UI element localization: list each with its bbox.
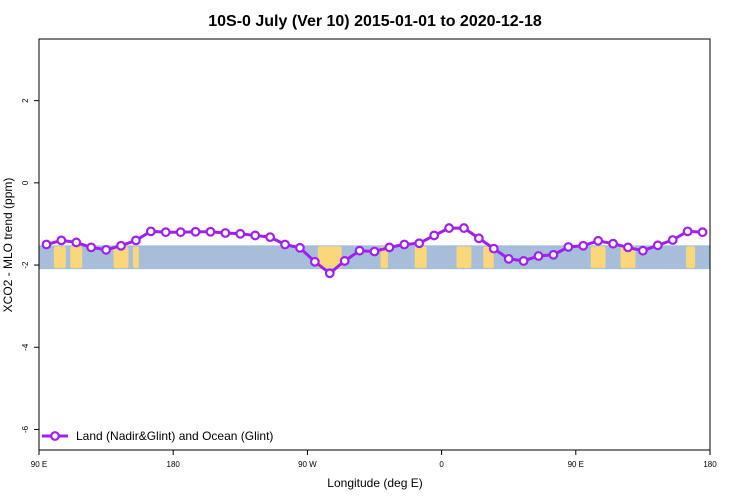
data-point: [503, 253, 514, 264]
data-point: [414, 238, 425, 249]
y-tick-label: 0: [21, 180, 30, 185]
y-axis-label: XCO2 - MLO trend (ppm): [1, 178, 15, 313]
data-point: [429, 230, 440, 241]
data-point: [697, 227, 708, 238]
data-point: [369, 246, 380, 257]
data-point: [265, 232, 276, 243]
data-point: [339, 256, 350, 266]
data-point: [309, 256, 320, 267]
data-point: [444, 223, 454, 233]
data-point: [295, 242, 305, 253]
data-point: [131, 235, 141, 246]
land-mass: [380, 246, 388, 269]
data-point: [608, 238, 618, 249]
data-point: [175, 227, 186, 238]
data-point: [101, 244, 111, 255]
data-point: [593, 235, 604, 246]
land-mass: [686, 246, 696, 269]
land-mass: [53, 246, 66, 269]
land-mass: [113, 246, 129, 269]
data-point: [459, 223, 469, 233]
land-mass: [590, 246, 606, 269]
data-point: [488, 243, 499, 254]
data-point: [638, 245, 648, 256]
data-point: [578, 240, 589, 251]
data-point: [235, 228, 246, 239]
legend-marker: [50, 431, 60, 441]
data-point: [250, 230, 261, 241]
data-point: [145, 226, 156, 237]
chart-title: 10S-0 July (Ver 10) 2015-01-01 to 2020-1…: [208, 13, 542, 30]
land-mass: [414, 246, 427, 269]
y-axis: 2 0 -2 -4 -6: [21, 98, 39, 433]
x-tick-label: 180: [167, 460, 181, 469]
x-tick-label: 90 E: [568, 460, 584, 469]
data-point: [667, 235, 678, 245]
land-mass: [317, 246, 342, 269]
data-point: [86, 242, 97, 253]
y-tick-label: -6: [21, 425, 30, 433]
data-point: [220, 228, 231, 238]
data-point: [682, 226, 693, 237]
data-point: [71, 237, 82, 248]
x-tick-label: 90 E: [31, 460, 47, 469]
land-mass: [132, 246, 139, 269]
x-tick-label: 180: [703, 460, 717, 469]
data-point: [518, 256, 529, 266]
data-point: [56, 235, 67, 246]
legend-label: Land (Nadir&Glint) and Ocean (Glint): [76, 429, 273, 443]
data-point: [160, 227, 171, 238]
x-tick-label: 90 W: [298, 460, 317, 469]
map-band: [39, 245, 710, 270]
y-tick-label: -4: [21, 343, 30, 351]
x-axis: 90 E 180 90 W 0 90 E 180: [31, 450, 717, 469]
data-point: [533, 251, 544, 261]
land-mass: [456, 246, 472, 269]
data-point: [384, 242, 395, 253]
plot-frame: [38, 38, 711, 451]
data-point: [354, 245, 365, 256]
ocean-band: [39, 245, 710, 270]
land-mass: [70, 246, 83, 269]
data-point: [563, 242, 574, 252]
data-point: [652, 240, 663, 251]
data-point: [473, 233, 484, 244]
x-tick-label: 0: [439, 460, 444, 469]
data-point: [280, 239, 290, 250]
data-point: [324, 268, 335, 279]
legend: Land (Nadir&Glint) and Ocean (Glint): [42, 429, 273, 443]
x-axis-label: Longitude (deg E): [327, 476, 422, 490]
data-point: [116, 240, 126, 251]
data-point: [205, 226, 216, 237]
data-point: [399, 239, 410, 250]
data-point: [41, 239, 52, 250]
data-point: [548, 249, 559, 260]
land-mass: [620, 246, 636, 269]
y-tick-label: 2: [21, 98, 30, 103]
data-point: [623, 242, 633, 253]
series-layer: [41, 223, 708, 279]
y-tick-label: -2: [21, 261, 30, 269]
data-point: [190, 226, 201, 237]
